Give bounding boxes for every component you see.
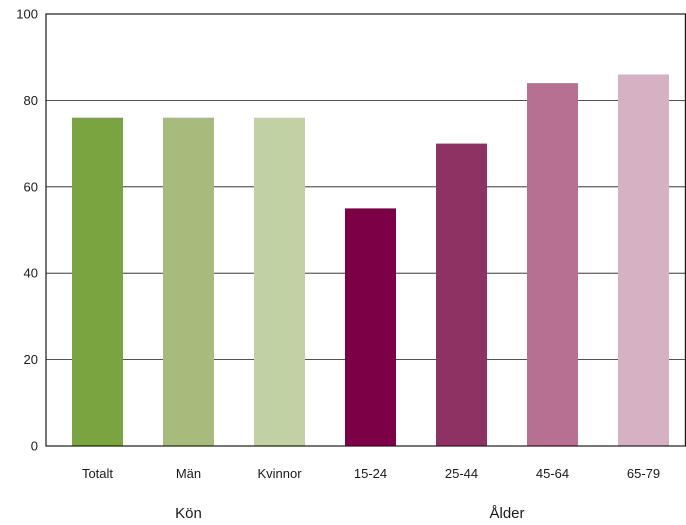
- x-tick-label: Totalt: [82, 466, 113, 481]
- bar-25-44: [436, 143, 487, 446]
- y-tick-label: 60: [24, 179, 38, 194]
- plot-frame: [45, 13, 686, 447]
- y-tick-label: 100: [16, 7, 38, 22]
- y-axis-ticks: 0 20 40 60 80 100: [16, 7, 38, 454]
- x-tick-label: Män: [176, 466, 201, 481]
- group-label: Kön: [175, 505, 202, 522]
- y-tick-label: 40: [24, 266, 38, 281]
- x-tick-label: 25-44: [445, 466, 478, 481]
- x-tick-label: 65-79: [627, 466, 660, 481]
- bar-45-64: [527, 83, 578, 447]
- x-axis-ticks: Totalt Män Kvinnor 15-24 25-44 45-64 65-79: [82, 466, 660, 481]
- x-tick-label: 15-24: [354, 466, 387, 481]
- bar-totalt: [72, 117, 123, 447]
- bar-15-24: [345, 208, 396, 446]
- x-tick-label: Kvinnor: [257, 466, 302, 481]
- y-tick-label: 0: [31, 439, 38, 454]
- y-tick-label: 20: [24, 352, 38, 367]
- group-label: Ålder: [489, 505, 524, 522]
- bar-65-79: [618, 74, 669, 446]
- x-tick-label: 45-64: [536, 466, 569, 481]
- y-tick-label: 80: [24, 93, 38, 108]
- bars: [72, 74, 669, 447]
- bar-m-n: [163, 117, 214, 447]
- bar-kvinnor: [254, 117, 305, 447]
- group-labels: Kön Ålder: [175, 505, 524, 522]
